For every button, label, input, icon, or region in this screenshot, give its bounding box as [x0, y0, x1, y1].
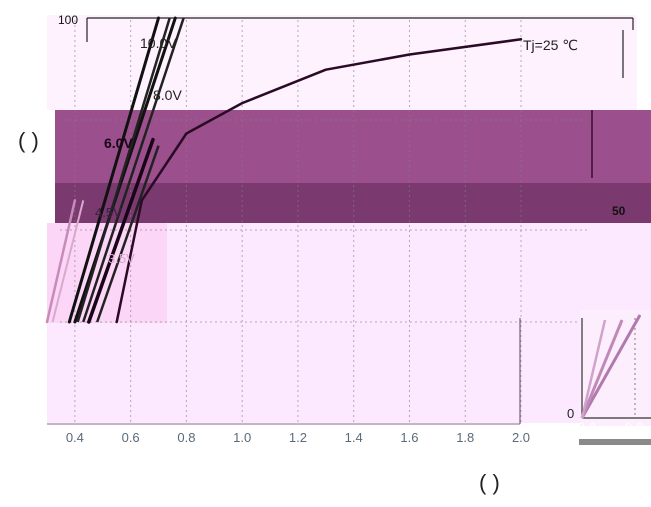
series-line-1 — [73, 16, 177, 324]
x-tick-labels: 0.4 0.6 0.8 1.0 1.2 1.4 1.6 1.8 2.0 — [66, 430, 530, 445]
x-tick-label-6: 1.6 — [400, 430, 418, 445]
x-tick-label-5: 1.4 — [345, 430, 363, 445]
inset-line-3 — [580, 319, 607, 419]
inset-line-1 — [580, 314, 642, 419]
series-line-extra-3 — [51, 200, 85, 323]
inset-x-tick-1: 0.2 — [625, 420, 643, 435]
temperature-annotation: Tj=25 ℃ — [523, 37, 578, 53]
x-tick-label-4: 1.2 — [289, 430, 307, 445]
series-label-8v: 8.0V — [153, 87, 182, 103]
x-tick-label-7: 1.8 — [456, 430, 474, 445]
series-layer — [45, 16, 523, 324]
band-lower — [55, 183, 651, 223]
x-tick-label-8: 2.0 — [512, 430, 530, 445]
series-line-4 — [45, 199, 77, 324]
grid-lines — [60, 20, 590, 424]
series-label-3-5v: 3.5V — [108, 251, 135, 266]
series-label-10v: 10.0V — [140, 35, 177, 51]
series-line-extra-2 — [96, 145, 160, 323]
inset-x-tick-0: 0.0 — [578, 420, 596, 435]
series-line-extra-1 — [82, 17, 185, 323]
x-tick-label-2: 0.8 — [177, 430, 195, 445]
inset-zero-label: 0 — [567, 406, 574, 421]
x-tick-label-3: 1.0 — [233, 430, 251, 445]
series-line-3 — [115, 38, 523, 324]
inset-line-2 — [580, 319, 624, 419]
series-line-2 — [87, 137, 155, 324]
inset-bg — [580, 310, 651, 426]
x-tick-label-0: 0.4 — [66, 430, 84, 445]
series-label-6v: 6.0V — [104, 135, 133, 151]
y-mid-label: 50 — [612, 204, 626, 218]
series-line-extra-0 — [76, 17, 171, 323]
series-label-4-5v: 4.5V — [95, 205, 122, 220]
series-line-0 — [67, 16, 160, 324]
band-upper — [55, 110, 651, 183]
x-axis-title: ( ) — [479, 470, 500, 495]
inset-plot: 0 0.0 0.2 — [567, 310, 651, 445]
y-axis-title: ( ) — [18, 128, 39, 153]
inset-bar — [579, 439, 651, 445]
y-top-label: 100 — [58, 13, 78, 27]
x-tick-label-1: 0.6 — [122, 430, 140, 445]
